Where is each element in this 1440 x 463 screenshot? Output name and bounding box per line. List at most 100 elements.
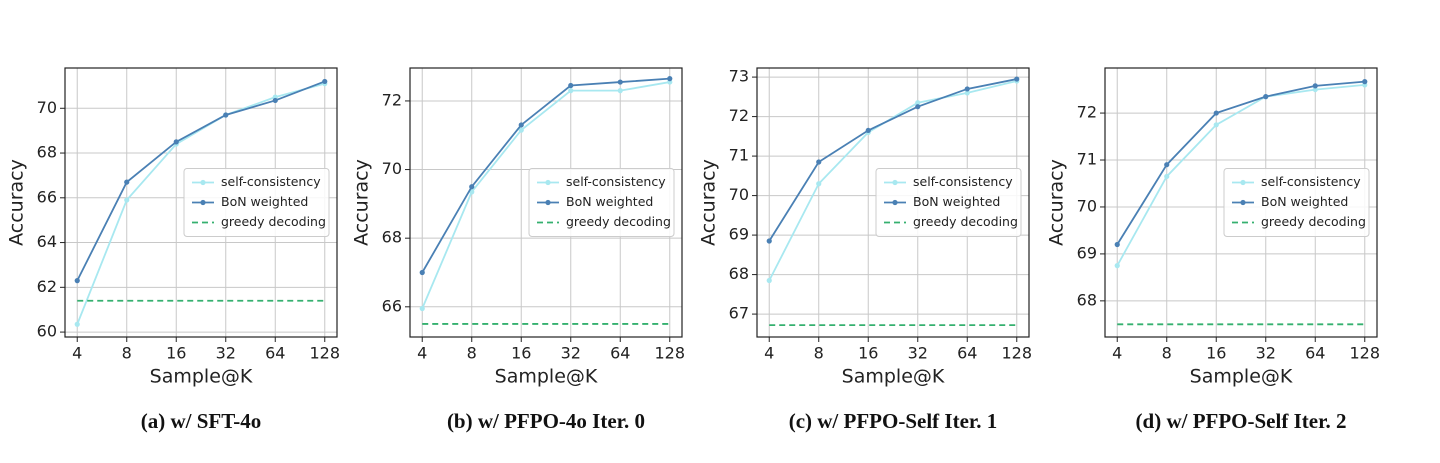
x-tick-label: 128	[654, 344, 685, 363]
series-line	[1116, 84, 1365, 267]
x-tick-label: 8	[467, 344, 477, 363]
point	[518, 122, 524, 128]
legend-box	[875, 168, 1022, 237]
point	[766, 238, 772, 244]
y-tick-label: 70	[382, 159, 402, 178]
point	[964, 86, 970, 92]
point	[223, 112, 229, 118]
y-tick-label: 68	[37, 143, 57, 162]
caption: (b) w/ PFPO-4o Iter. 0	[447, 409, 645, 433]
series-line	[421, 77, 670, 273]
legend-label: greedy decoding	[566, 214, 671, 229]
point	[1362, 79, 1368, 85]
y-tick-label: 70	[729, 185, 749, 204]
x-tick-label: 8	[1162, 344, 1172, 363]
legend: self-consistency BoN weighted greedy decod…	[528, 168, 675, 237]
legend: self-consistency BoN weighted greedy decod…	[183, 168, 330, 237]
y-tick-label: 71	[729, 146, 749, 165]
x-tick-label: 64	[957, 344, 977, 363]
point	[816, 159, 822, 165]
point	[1014, 76, 1020, 82]
y-tick-label: 69	[1077, 243, 1097, 262]
caption: (a) w/ SFT-4o	[141, 409, 262, 433]
point	[469, 184, 475, 190]
y-axis-label: Accuracy	[6, 159, 28, 246]
y-tick-label: 62	[37, 277, 57, 296]
point	[419, 305, 425, 312]
point	[1213, 122, 1219, 128]
point	[915, 100, 921, 106]
legend-marker	[545, 199, 551, 206]
point	[568, 88, 574, 94]
point	[667, 76, 673, 82]
x-tick-label: 64	[265, 344, 285, 363]
y-tick-label: 70	[37, 98, 57, 117]
point	[1312, 86, 1318, 93]
point	[1213, 110, 1219, 116]
y-tick-label: 72	[729, 106, 749, 125]
x-tick-label: 8	[814, 344, 824, 363]
legend-label: self-consistency	[913, 174, 1013, 189]
y-tick-label: 67	[729, 304, 749, 323]
series-line	[76, 82, 325, 325]
point	[1114, 241, 1120, 248]
plot-frame	[409, 67, 683, 338]
point	[272, 97, 278, 104]
legend-marker	[1240, 179, 1246, 186]
point	[1114, 263, 1120, 269]
x-tick-label: 128	[1001, 344, 1032, 363]
x-tick-label: 16	[166, 344, 186, 363]
y-tick-label: 70	[1077, 196, 1097, 215]
x-tick-label: 16	[858, 344, 878, 363]
x-axis-label: Sample@K	[1190, 366, 1293, 388]
legend-label: BoN weighted	[221, 194, 308, 209]
x-tick-label: 16	[511, 344, 531, 363]
legend-marker	[892, 179, 898, 186]
legend-marker	[200, 199, 206, 206]
point	[1312, 83, 1318, 89]
x-tick-label: 16	[1206, 344, 1226, 363]
point	[173, 139, 179, 145]
point	[1164, 162, 1170, 168]
legend-marker	[200, 179, 206, 186]
point	[915, 104, 921, 110]
point	[322, 78, 328, 85]
plot-frame	[64, 67, 338, 338]
legend-box	[528, 168, 675, 237]
legend-label: self-consistency	[221, 174, 321, 189]
point	[419, 269, 425, 276]
y-axis-label: Accuracy	[698, 159, 720, 246]
legend-label: greedy decoding	[913, 214, 1018, 229]
plot-frame	[756, 67, 1030, 338]
y-tick-label: 68	[1077, 290, 1097, 309]
x-tick-label: 4	[417, 344, 427, 363]
legend-label: greedy decoding	[1261, 214, 1366, 229]
point	[617, 88, 623, 94]
y-tick-label: 69	[729, 225, 749, 244]
point	[124, 179, 130, 185]
x-tick-label: 32	[561, 344, 581, 363]
point	[964, 90, 970, 96]
legend-marker	[545, 179, 551, 186]
caption: (d) w/ PFPO-Self Iter. 2	[1136, 409, 1347, 433]
legend-box	[183, 168, 330, 237]
x-tick-label: 128	[309, 344, 340, 363]
y-axis-label: Accuracy	[351, 159, 373, 246]
x-axis-label: Sample@K	[495, 366, 598, 388]
y-tick-label: 72	[382, 90, 402, 109]
x-tick-label: 64	[610, 344, 630, 363]
series-line	[421, 81, 670, 309]
x-tick-label: 128	[1349, 344, 1380, 363]
x-tick-label: 8	[122, 344, 132, 363]
point	[74, 321, 80, 327]
y-tick-label: 72	[1077, 103, 1097, 122]
legend-label: BoN weighted	[566, 194, 653, 209]
legend: self-consistency BoN weighted greedy decod…	[1223, 168, 1370, 237]
legend: self-consistency BoN weighted greedy decod…	[875, 168, 1022, 237]
x-tick-label: 4	[764, 344, 774, 363]
x-tick-label: 4	[72, 344, 82, 363]
series-line	[1116, 80, 1365, 245]
legend-label: BoN weighted	[1261, 194, 1348, 209]
point	[766, 277, 772, 284]
